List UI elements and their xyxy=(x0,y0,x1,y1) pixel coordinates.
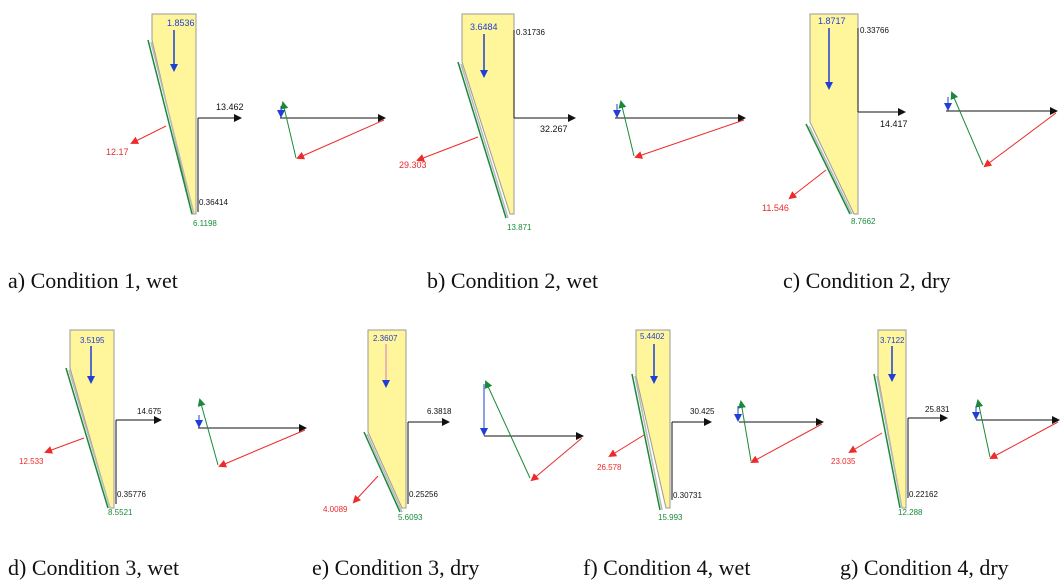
vertical-value: 0.35776 xyxy=(117,490,146,499)
resultant-value: 11.546 xyxy=(762,203,789,213)
contact-line xyxy=(363,431,401,513)
panel-b: 3.6484 32.267 0.31736 29.303 13.871 xyxy=(399,13,746,232)
vertical-value: 0.33766 xyxy=(860,26,889,35)
resultant-arrow xyxy=(416,136,479,162)
foot-body xyxy=(461,13,515,215)
contact-line-shadow xyxy=(876,375,903,509)
foot-body xyxy=(809,13,859,215)
panel-a: 1.8536 13.462 12.17 0.36414 6.1198 xyxy=(106,13,386,228)
contact-line-shadow xyxy=(68,369,111,509)
caption-g: g) Condition 4, dry xyxy=(840,555,1009,580)
triangle-red xyxy=(989,421,1059,459)
triangle-red xyxy=(634,119,745,159)
triangle-red xyxy=(296,119,385,160)
lower-value: 5.6093 xyxy=(398,513,423,522)
weight-value: 1.8717 xyxy=(818,16,846,26)
vertical-value: 0.22162 xyxy=(909,490,938,499)
caption-f: f) Condition 4, wet xyxy=(583,555,751,580)
weight-value: 1.8536 xyxy=(167,18,195,28)
horizontal-value: 25.831 xyxy=(925,405,950,414)
caption-c: c) Condition 2, dry xyxy=(783,268,951,293)
weight-value: 3.5195 xyxy=(80,336,105,345)
contact-line xyxy=(873,373,901,509)
contact-line-shadow xyxy=(150,41,195,215)
panel-c: 1.8717 14.417 0.33766 11.546 8.7662 xyxy=(762,13,1058,226)
weight-value: 5.4402 xyxy=(640,332,665,341)
resultant-arrow xyxy=(352,475,379,504)
lower-value: 12.288 xyxy=(898,508,923,517)
resultant-arrow xyxy=(44,437,85,454)
caption-a: a) Condition 1, wet xyxy=(8,268,178,293)
triangle-green xyxy=(197,398,219,466)
triangle-red xyxy=(750,423,823,463)
resultant-value: 12.17 xyxy=(106,147,129,157)
foot-body xyxy=(367,329,407,509)
caption-d: d) Condition 3, wet xyxy=(8,555,180,580)
resultant-arrow xyxy=(788,169,827,200)
triangle-green xyxy=(738,400,752,462)
contact-line-shadow xyxy=(634,375,663,511)
resultant-value: 23.035 xyxy=(831,457,856,466)
vertical-value: 0.31736 xyxy=(516,28,545,37)
foot-body xyxy=(877,329,907,509)
resultant-arrow xyxy=(130,125,167,144)
lower-value: 8.7662 xyxy=(851,217,876,226)
lower-value: 15.993 xyxy=(658,513,683,522)
vertical-value: 0.30731 xyxy=(673,491,702,500)
horizontal-value: 13.462 xyxy=(216,102,244,112)
resultant-value: 12.533 xyxy=(19,457,44,466)
lower-value: 13.871 xyxy=(507,223,532,232)
triangle-green xyxy=(975,399,991,458)
caption-e: e) Condition 3, dry xyxy=(312,555,480,580)
vertical-value: 0.36414 xyxy=(199,198,228,207)
resultant-arrow xyxy=(848,432,883,454)
panel-e: 2.3607 6.3818 4.0089 0.25256 5.6093 xyxy=(323,329,584,522)
foot-body xyxy=(69,329,115,509)
contact-line-shadow xyxy=(808,125,853,215)
resultant-value: 4.0089 xyxy=(323,505,348,514)
contact-line xyxy=(65,367,109,509)
horizontal-value: 30.425 xyxy=(690,407,715,416)
triangle-green xyxy=(280,101,297,159)
resultant-value: 26.578 xyxy=(597,463,622,472)
weight-value: 3.7122 xyxy=(880,336,905,345)
triangle-red xyxy=(530,437,583,482)
lower-value: 8.5521 xyxy=(108,508,133,517)
foot-body xyxy=(635,329,671,509)
weight-value: 3.6484 xyxy=(470,22,498,32)
triangle-green xyxy=(618,100,635,157)
contact-line xyxy=(147,39,193,215)
horizontal-value: 14.417 xyxy=(880,119,908,129)
horizontal-value: 6.3818 xyxy=(427,407,452,416)
horizontal-value: 14.675 xyxy=(137,407,162,416)
resultant-value: 29.303 xyxy=(399,160,427,170)
triangle-red xyxy=(218,429,306,468)
lower-value: 6.1198 xyxy=(193,219,217,228)
triangle-green xyxy=(950,91,984,166)
triangle-green xyxy=(484,380,531,479)
horizontal-value: 32.267 xyxy=(540,124,568,134)
panel-f: 5.4402 30.425 26.578 0.30731 15.993 xyxy=(597,329,824,522)
contact-line xyxy=(457,61,507,219)
contact-line xyxy=(631,373,661,511)
contact-line xyxy=(805,123,851,215)
triangle-red xyxy=(983,112,1057,168)
vertical-value: 0.25256 xyxy=(409,490,438,499)
contact-line-shadow xyxy=(460,63,509,219)
panel-g: 3.7122 25.831 23.035 0.22162 12.288 xyxy=(831,329,1060,517)
panel-d: 3.5195 14.675 12.533 0.35776 8.5521 xyxy=(19,329,307,517)
contact-line-shadow xyxy=(366,433,403,513)
resultant-arrow xyxy=(608,434,645,458)
caption-b: b) Condition 2, wet xyxy=(427,268,599,293)
weight-value: 2.3607 xyxy=(373,334,398,343)
